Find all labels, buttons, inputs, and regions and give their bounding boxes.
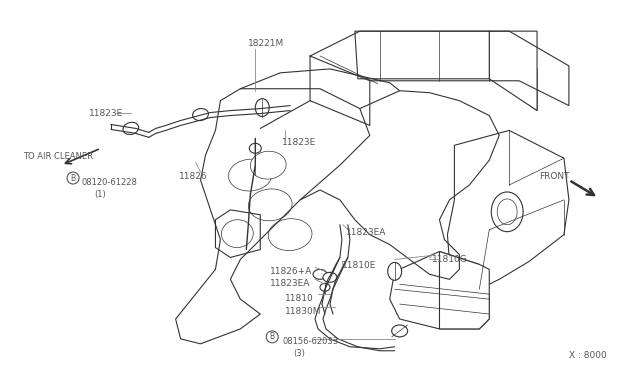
Ellipse shape bbox=[221, 220, 253, 247]
Text: X : 8000: X : 8000 bbox=[569, 351, 607, 360]
Text: B: B bbox=[70, 174, 76, 183]
Ellipse shape bbox=[388, 262, 402, 280]
Text: 11810: 11810 bbox=[285, 294, 314, 303]
Ellipse shape bbox=[123, 122, 139, 135]
Ellipse shape bbox=[268, 219, 312, 251]
Text: (1): (1) bbox=[94, 190, 106, 199]
Text: 11810G: 11810G bbox=[431, 256, 467, 264]
Text: 11823E: 11823E bbox=[282, 138, 316, 147]
Ellipse shape bbox=[250, 143, 261, 153]
Text: B: B bbox=[269, 332, 275, 341]
Text: TO AIR CLEANER: TO AIR CLEANER bbox=[23, 152, 93, 161]
Ellipse shape bbox=[320, 283, 330, 291]
Text: (3): (3) bbox=[293, 349, 305, 358]
Ellipse shape bbox=[323, 272, 337, 282]
Ellipse shape bbox=[313, 269, 327, 279]
Text: 11823E: 11823E bbox=[89, 109, 124, 118]
Ellipse shape bbox=[250, 151, 286, 179]
Text: 08156-62033: 08156-62033 bbox=[282, 337, 339, 346]
Text: 11810E: 11810E bbox=[342, 262, 376, 270]
Polygon shape bbox=[390, 251, 489, 329]
Ellipse shape bbox=[497, 199, 517, 225]
Polygon shape bbox=[355, 31, 537, 110]
Text: 11826+A: 11826+A bbox=[270, 267, 312, 276]
Ellipse shape bbox=[248, 189, 292, 221]
Ellipse shape bbox=[492, 192, 523, 232]
Text: 18221M: 18221M bbox=[248, 39, 285, 48]
Polygon shape bbox=[489, 31, 537, 110]
Text: FRONT: FRONT bbox=[539, 172, 570, 181]
Text: 11830M: 11830M bbox=[285, 307, 322, 316]
Ellipse shape bbox=[228, 159, 272, 191]
Ellipse shape bbox=[193, 109, 209, 121]
Text: 08120-61228: 08120-61228 bbox=[81, 178, 137, 187]
Ellipse shape bbox=[392, 325, 408, 337]
Text: 11823EA: 11823EA bbox=[346, 228, 387, 237]
Polygon shape bbox=[447, 131, 569, 289]
Text: 11823EA: 11823EA bbox=[270, 279, 310, 288]
Ellipse shape bbox=[255, 99, 269, 116]
Text: 11826: 11826 bbox=[179, 172, 207, 181]
Polygon shape bbox=[440, 251, 489, 329]
